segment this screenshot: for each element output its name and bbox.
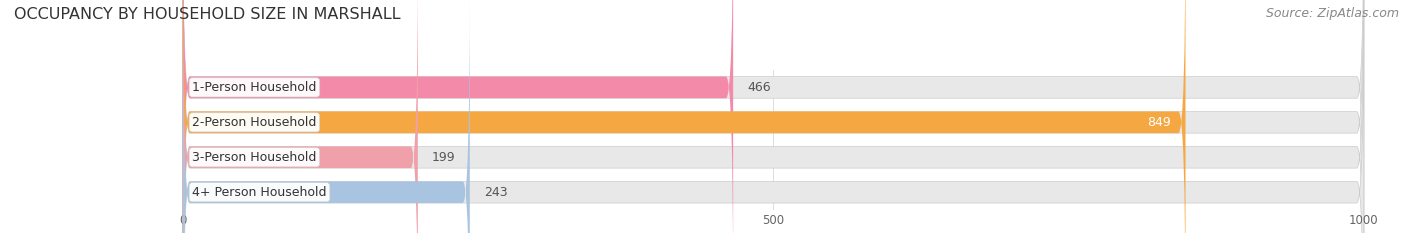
FancyBboxPatch shape	[183, 0, 1364, 233]
FancyBboxPatch shape	[183, 0, 470, 233]
Text: 849: 849	[1147, 116, 1171, 129]
FancyBboxPatch shape	[183, 0, 733, 233]
Text: 3-Person Household: 3-Person Household	[193, 151, 316, 164]
FancyBboxPatch shape	[183, 0, 1364, 233]
FancyBboxPatch shape	[183, 0, 1364, 233]
FancyBboxPatch shape	[183, 0, 418, 233]
Text: 466: 466	[748, 81, 770, 94]
Text: 199: 199	[432, 151, 456, 164]
Text: 2-Person Household: 2-Person Household	[193, 116, 316, 129]
Text: OCCUPANCY BY HOUSEHOLD SIZE IN MARSHALL: OCCUPANCY BY HOUSEHOLD SIZE IN MARSHALL	[14, 7, 401, 22]
FancyBboxPatch shape	[183, 0, 1185, 233]
Text: 4+ Person Household: 4+ Person Household	[193, 186, 326, 199]
Text: Source: ZipAtlas.com: Source: ZipAtlas.com	[1265, 7, 1399, 20]
Text: 243: 243	[484, 186, 508, 199]
Text: 1-Person Household: 1-Person Household	[193, 81, 316, 94]
FancyBboxPatch shape	[183, 0, 1364, 233]
